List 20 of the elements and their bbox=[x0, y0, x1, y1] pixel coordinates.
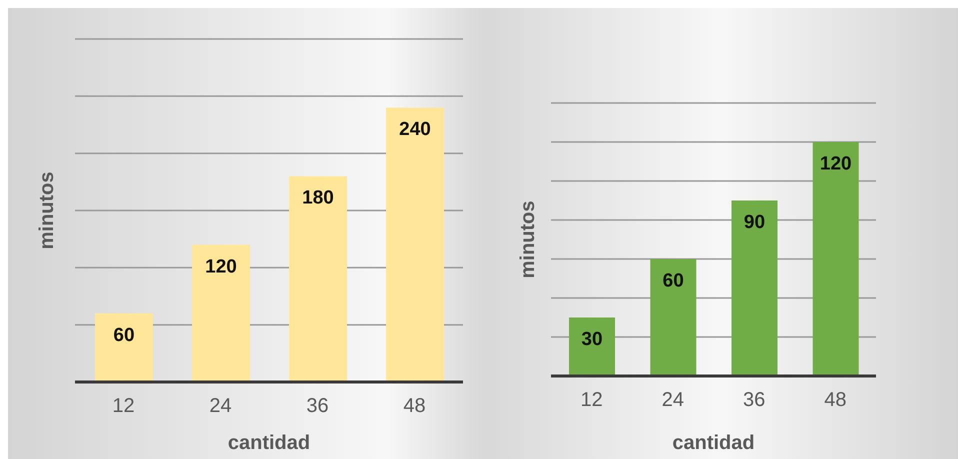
data-label: 60 bbox=[113, 324, 135, 346]
x-tick-label: 48 bbox=[824, 389, 846, 412]
x-tick-label: 24 bbox=[209, 395, 232, 418]
x-tick-label: 24 bbox=[662, 389, 684, 412]
data-label: 180 bbox=[302, 188, 334, 209]
data-label: 120 bbox=[820, 153, 852, 174]
x-tick-label: 36 bbox=[743, 389, 766, 412]
y-axis-title: minutos bbox=[517, 200, 540, 278]
data-label: 120 bbox=[205, 256, 237, 278]
x-tick-label: 12 bbox=[580, 389, 603, 412]
x-tick-label: 12 bbox=[112, 395, 135, 418]
x-tick-label: 36 bbox=[306, 395, 329, 418]
x-axis-title: cantidad bbox=[228, 432, 310, 454]
data-label: 240 bbox=[399, 119, 431, 140]
data-label: 30 bbox=[581, 328, 603, 350]
data-label: 60 bbox=[662, 270, 684, 292]
data-label: 90 bbox=[744, 212, 766, 233]
y-axis-title: minutos bbox=[36, 172, 58, 250]
x-axis-title: cantidad bbox=[672, 432, 755, 454]
x-tick-label: 48 bbox=[403, 395, 426, 418]
